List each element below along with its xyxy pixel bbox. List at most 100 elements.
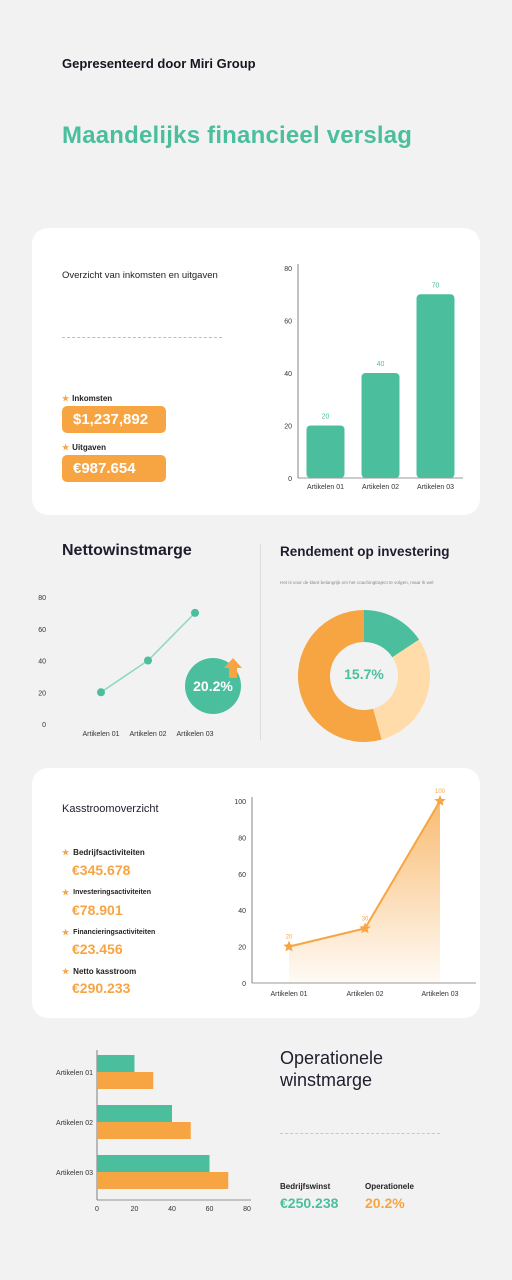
data-label: 30: [362, 916, 369, 922]
star-marker: [434, 795, 446, 806]
y-tick-label: 40: [238, 908, 246, 915]
data-label: 100: [435, 789, 446, 795]
net-margin-line-chart: 0 20 40 60 80 Artikelen 01 Artikelen 02 Artikel…: [38, 595, 214, 738]
bar-data-label: 20: [322, 414, 330, 421]
x-tick-label: Artikelen 03: [417, 484, 454, 491]
net-margin-badge-value: 20.2%: [193, 678, 233, 694]
x-tick-label: Artikelen 02: [347, 991, 384, 998]
data-point: [144, 656, 152, 665]
roi-donut-chart: [298, 610, 430, 742]
y-tick-label: 60: [238, 872, 246, 879]
cashflow-label-text: Netto kasstroom: [73, 967, 137, 976]
bar-data-label: 70: [432, 282, 440, 289]
operational-title-line2: winstmarge: [280, 1069, 373, 1090]
x-tick-label: Artikelen 03: [177, 731, 214, 738]
y-tick-label: Artikelen 03: [56, 1170, 93, 1177]
cashflow-item-value: €78.901: [72, 902, 123, 918]
cashflow-item-label: ★ Financieringsactiviteiten: [62, 928, 155, 937]
y-tick-label: 20: [238, 945, 246, 952]
page-title: Maandelijks financieel verslag: [62, 122, 413, 149]
x-tick-label: Artikelen 01: [271, 991, 308, 998]
y-tick-label: Artikelen 01: [56, 1070, 93, 1077]
bar: [416, 294, 455, 478]
operating-profit-value: €250.238: [280, 1195, 339, 1211]
series-line: [100, 612, 196, 693]
cashflow-item-value: €290.233: [72, 980, 131, 996]
y-tick-label: 100: [234, 799, 246, 806]
expense-label-text: Uitgaven: [72, 443, 106, 452]
roi-center-value: 15.7%: [344, 666, 384, 682]
arrow-up-icon: [224, 658, 242, 678]
star-icon: ★: [62, 928, 70, 937]
y-tick-label: 80: [38, 595, 46, 602]
operating-margin-label: Operationele: [365, 1182, 414, 1191]
x-tick-label: 80: [243, 1206, 251, 1213]
y-tick-label: 0: [242, 981, 246, 988]
star-icon: ★: [62, 394, 70, 403]
operational-hbar-chart: 0 20 40 60 80 Artikelen 01 Artikelen 02 Artikel…: [56, 1050, 251, 1213]
placeholder-text-line: [62, 337, 222, 338]
x-tick-label: Artikelen 01: [83, 731, 120, 738]
star-icon: ★: [62, 967, 70, 976]
cashflow-label-text: Investeringsactiviteiten: [73, 889, 151, 896]
cashflow-area-chart: 0 20 40 60 80 100 20 30 100 Artikelen 01 Artikelen…: [234, 789, 476, 998]
y-tick-label: 80: [238, 835, 246, 842]
donut-slice: [373, 639, 430, 740]
cashflow-heading: Kasstroomoverzicht: [62, 803, 159, 815]
star-icon: ★: [62, 443, 70, 452]
section-divider: [260, 544, 261, 740]
bar: [97, 1105, 172, 1122]
y-tick-label: Artikelen 02: [56, 1120, 93, 1127]
bar: [97, 1072, 154, 1089]
y-tick-label: 60: [38, 627, 46, 634]
x-tick-label: 0: [95, 1206, 99, 1213]
operating-margin-value: 20.2%: [365, 1195, 405, 1211]
roi-subtitle: Het is voor de klant belangrijk om het c…: [280, 580, 434, 585]
y-tick-label: 0: [42, 722, 46, 729]
operating-profit-label: Bedrijfswinst: [280, 1182, 331, 1191]
presenter-text: Gepresenteerd door Miri Group: [62, 56, 256, 71]
x-tick-label: 40: [168, 1206, 176, 1213]
operational-title: Operationele winstmarge: [280, 1048, 480, 1092]
y-tick-label: 80: [284, 266, 292, 273]
placeholder-text-line: [280, 1133, 440, 1134]
bar: [97, 1122, 191, 1139]
data-label: 20: [286, 935, 293, 941]
income-label: ★ Inkomsten: [62, 394, 112, 403]
star-marker: [283, 940, 295, 952]
data-point: [191, 608, 199, 617]
donut-slice: [364, 610, 420, 658]
cashflow-item-label: ★ Investeringsactiviteiten: [62, 888, 151, 897]
bar: [97, 1155, 210, 1172]
star-icon: ★: [62, 848, 70, 857]
income-value: $1,237,892: [62, 406, 166, 433]
x-tick-label: 20: [131, 1206, 139, 1213]
roi-title: Rendement op investering: [280, 544, 450, 559]
y-tick-label: 20: [284, 424, 292, 431]
operational-title-line1: Operationele: [280, 1048, 384, 1068]
star-icon: ★: [62, 888, 70, 897]
expense-label: ★ Uitgaven: [62, 443, 106, 452]
x-tick-label: Artikelen 03: [422, 991, 459, 998]
bar-data-label: 40: [377, 361, 385, 368]
cashflow-item-value: €345.678: [72, 862, 131, 878]
cashflow-label-text: Bedrijfsactiviteiten: [73, 848, 145, 857]
cashflow-label-text: Financieringsactiviteiten: [73, 929, 156, 936]
bar: [97, 1055, 135, 1072]
bar: [361, 373, 400, 478]
y-tick-label: 40: [38, 659, 46, 666]
bar: [306, 425, 345, 478]
y-tick-label: 60: [284, 319, 292, 326]
net-margin-title: Nettowinstmarge: [62, 542, 192, 559]
expense-value: €987.654: [62, 455, 166, 482]
data-point: [97, 688, 105, 697]
x-tick-label: Artikelen 02: [362, 484, 399, 491]
y-tick-label: 20: [38, 690, 46, 697]
x-tick-label: Artikelen 02: [130, 731, 167, 738]
cashflow-item-label: ★ Netto kasstroom: [62, 967, 136, 976]
cashflow-item-value: €23.456: [72, 941, 123, 957]
series-area: [289, 801, 440, 983]
y-tick-label: 40: [284, 371, 292, 378]
cashflow-card: Kasstroomoverzicht ★ Bedrijfsactiviteiten…: [32, 768, 480, 1018]
donut-slice: [298, 610, 382, 742]
